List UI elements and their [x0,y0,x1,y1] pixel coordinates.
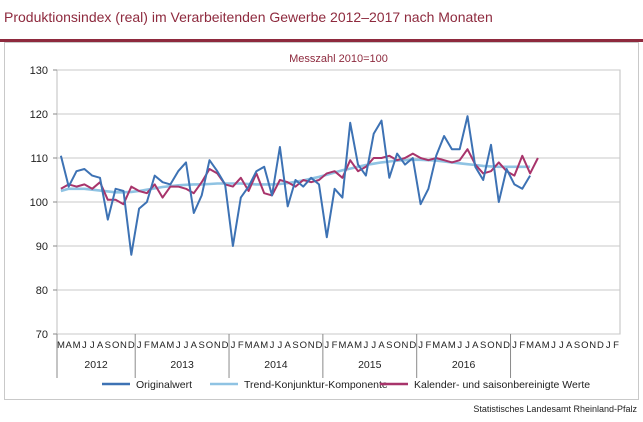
x-tick-label-59: F [519,340,525,351]
y-tick-label-70: 70 [36,329,48,341]
x-tick-label-3: J [82,340,87,351]
series-line-2 [60,148,539,206]
x-tick-label-56: N [495,340,502,351]
x-tick-label-52: J [465,340,470,351]
x-tick-label-47: F [426,340,432,351]
series-line-0 [59,115,531,256]
x-tick-label-70: J [606,340,611,351]
x-tick-label-49: A [441,340,448,351]
y-tick-label-120: 120 [30,109,48,121]
x-tick-label-18: S [198,340,204,351]
x-tick-label-61: A [535,340,542,351]
year-label-2016: 2016 [452,359,476,371]
x-tick-label-36: M [338,340,346,351]
x-tick-label-30: S [292,340,298,351]
x-tick-label-67: O [581,340,588,351]
x-tick-label-24: M [245,340,253,351]
x-tick-label-51: J [457,340,462,351]
x-tick-label-27: J [270,340,275,351]
x-tick-label-57: D [503,340,510,351]
x-tick-label-66: S [574,340,580,351]
x-tick-label-11: F [144,340,150,351]
x-tick-label-39: J [363,340,368,351]
x-tick-label-62: M [542,340,550,351]
x-tick-label-20: N [214,340,221,351]
x-tick-label-1: A [66,340,73,351]
x-tick-label-14: M [166,340,174,351]
x-tick-label-6: S [105,340,111,351]
x-tick-label-48: M [432,340,440,351]
x-tick-label-50: M [448,340,456,351]
legend-label-1: Trend-Konjunktur-Komponente [244,379,388,391]
year-label-2013: 2013 [170,359,194,371]
x-tick-label-40: J [371,340,376,351]
year-label-2012: 2012 [84,359,108,371]
y-tick-label-100: 100 [30,197,48,209]
x-tick-label-33: D [316,340,323,351]
chart-subtitle: Messzahl 2010=100 [289,53,388,65]
x-tick-label-46: J [418,340,423,351]
x-tick-label-34: J [324,340,329,351]
x-tick-label-7: O [112,340,119,351]
x-tick-label-19: O [206,340,213,351]
x-tick-label-17: A [191,340,198,351]
x-tick-label-9: D [128,340,135,351]
y-tick-label-110: 110 [30,153,48,165]
chart-panel [4,42,639,400]
x-tick-label-53: A [472,340,479,351]
x-tick-label-58: J [512,340,517,351]
x-tick-label-25: A [253,340,260,351]
x-tick-label-21: D [222,340,229,351]
x-tick-label-64: J [559,340,564,351]
x-tick-label-35: F [332,340,338,351]
x-tick-label-8: N [120,340,127,351]
year-label-2015: 2015 [358,359,382,371]
x-tick-label-44: N [402,340,409,351]
y-tick-label-130: 130 [30,65,48,77]
year-label-2014: 2014 [264,359,288,371]
x-tick-label-43: O [393,340,400,351]
x-tick-label-29: A [285,340,292,351]
x-tick-label-15: J [176,340,181,351]
title-rule [0,39,643,42]
x-tick-label-22: J [231,340,236,351]
y-tick-label-80: 80 [36,285,48,297]
x-tick-label-4: J [90,340,95,351]
x-tick-label-69: D [597,340,604,351]
x-tick-label-54: S [480,340,486,351]
x-tick-label-60: M [526,340,534,351]
x-tick-label-41: A [378,340,385,351]
x-tick-label-5: A [97,340,104,351]
x-tick-label-28: J [277,340,282,351]
x-tick-label-71: F [613,340,619,351]
x-tick-label-23: F [238,340,244,351]
x-tick-label-31: O [300,340,307,351]
x-tick-label-63: J [551,340,556,351]
x-tick-label-68: N [589,340,596,351]
x-tick-label-26: M [260,340,268,351]
x-tick-label-0: M [57,340,65,351]
legend-label-0: Originalwert [136,379,192,391]
y-tick-label-90: 90 [36,241,48,253]
source-note: Statistisches Landesamt Rheinland-Pfalz [473,404,637,414]
x-tick-label-37: A [347,340,354,351]
x-tick-label-42: S [386,340,392,351]
x-tick-label-10: J [137,340,142,351]
x-tick-label-16: J [184,340,189,351]
x-tick-label-12: M [151,340,159,351]
x-tick-label-45: D [409,340,416,351]
x-tick-label-13: A [159,340,166,351]
x-tick-label-38: M [354,340,362,351]
x-tick-label-2: M [73,340,81,351]
legend-label-2: Kalender- und saisonbereinigte Werte [414,379,590,391]
x-tick-label-55: O [487,340,494,351]
x-tick-label-65: A [566,340,573,351]
chart-title: Produktionsindex (real) im Verarbeitende… [4,9,493,25]
x-tick-label-32: N [308,340,315,351]
